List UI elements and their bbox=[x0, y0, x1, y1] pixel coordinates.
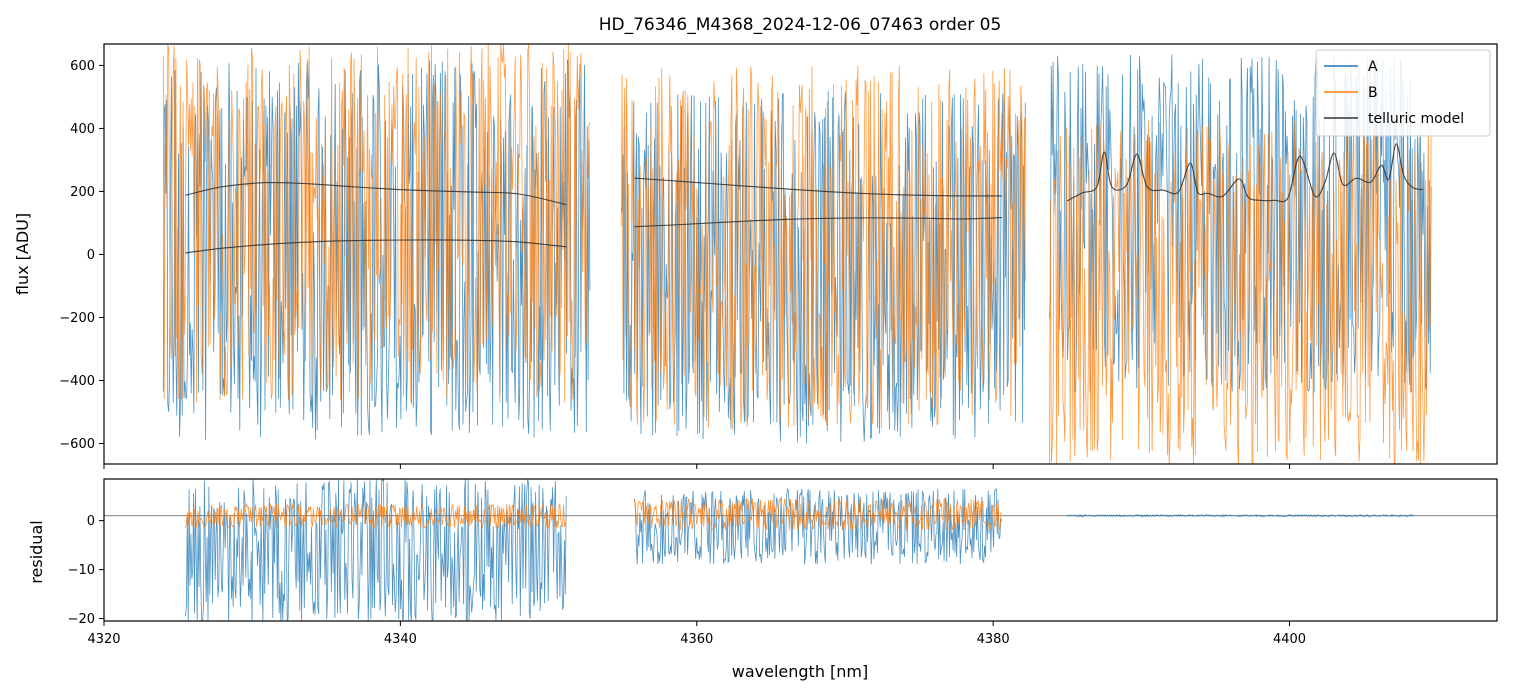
legend-box bbox=[1315, 49, 1491, 137]
x-tick-label: 4340 bbox=[384, 632, 417, 647]
series-A-residual bbox=[185, 479, 1415, 621]
series-A-segment-1 bbox=[162, 59, 591, 440]
legend-label-B: B bbox=[1368, 85, 1378, 101]
telluric-model-upper-2 bbox=[634, 177, 1003, 197]
legend-label-A: A bbox=[1368, 59, 1378, 75]
residual-y-tick-label: −10 bbox=[68, 563, 95, 578]
flux-y-tick-label: 400 bbox=[70, 122, 95, 137]
telluric-model-3 bbox=[1066, 143, 1424, 203]
x-tick-label: 4400 bbox=[1273, 632, 1306, 647]
residual-A-segment-1 bbox=[185, 479, 567, 621]
telluric-model-lower-1 bbox=[185, 239, 567, 254]
x-tick-label: 4360 bbox=[680, 632, 713, 647]
series-B-segment-3 bbox=[1049, 120, 1432, 464]
telluric-model-lower-2 bbox=[634, 217, 1003, 228]
residual-A-segment-3 bbox=[1066, 513, 1415, 518]
flux-plot-area bbox=[162, 44, 1432, 464]
residual-axes-frame bbox=[103, 478, 1498, 622]
flux-x-ticks bbox=[103, 464, 1291, 469]
residual-y-tick-label: −20 bbox=[68, 612, 95, 627]
residual-y-ticks: −20 −10 0 bbox=[68, 514, 104, 627]
flux-y-tick-label: −200 bbox=[59, 311, 95, 326]
legend-label-telluric-model: telluric model bbox=[1368, 111, 1464, 127]
flux-y-tick-label: 0 bbox=[87, 248, 95, 263]
legend: A B telluric model bbox=[1315, 49, 1491, 137]
x-tick-label: 4380 bbox=[977, 632, 1010, 647]
chart-title: HD_76346_M4368_2024-12-06_07463 order 05 bbox=[599, 15, 1002, 35]
flux-y-tick-label: 200 bbox=[70, 185, 95, 200]
residual-plot-area bbox=[104, 479, 1497, 621]
residual-x-ticks: 4320 4340 4360 4380 4400 bbox=[87, 621, 1306, 647]
series-B-segment-2 bbox=[620, 65, 1026, 430]
x-axis-label: wavelength [nm] bbox=[732, 662, 869, 681]
flux-y-tick-label: −400 bbox=[59, 374, 95, 389]
residual-B-segment-2 bbox=[634, 498, 1002, 531]
series-B-flux bbox=[162, 44, 1432, 464]
series-B-residual bbox=[185, 498, 1002, 531]
telluric-model-upper-1 bbox=[185, 181, 567, 206]
series-B-segment-1 bbox=[162, 44, 591, 403]
flux-y-tick-label: 600 bbox=[70, 59, 95, 74]
flux-y-label: flux [ADU] bbox=[13, 213, 32, 295]
residual-y-tick-label: 0 bbox=[87, 514, 95, 529]
flux-y-tick-label: −600 bbox=[59, 437, 95, 452]
x-tick-label: 4320 bbox=[87, 632, 120, 647]
flux-y-ticks: −600 −400 −200 0 200 400 600 bbox=[59, 59, 104, 452]
residual-y-label: residual bbox=[27, 520, 46, 583]
residual-A-segment-2 bbox=[634, 487, 1003, 565]
telluric-model-curves bbox=[185, 143, 1424, 254]
residual-B-segment-1 bbox=[185, 502, 567, 529]
